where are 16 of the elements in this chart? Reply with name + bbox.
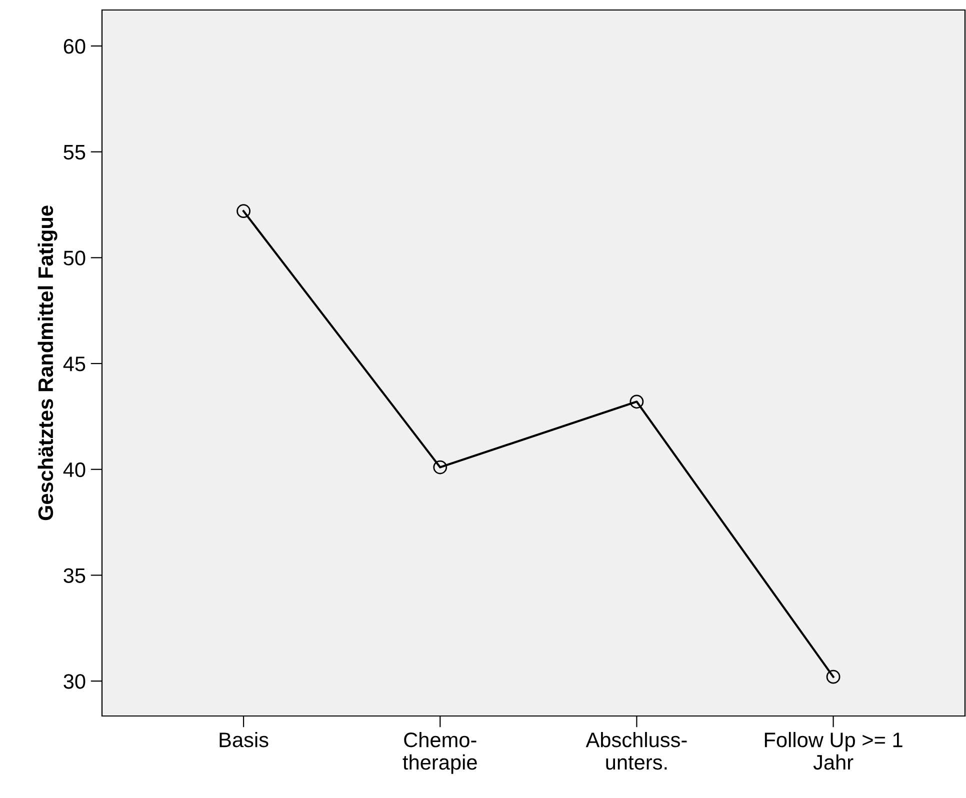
y-tick-label: 45 — [63, 356, 86, 372]
point — [433, 460, 448, 474]
x-tick-label: Abschluss- unters. — [586, 732, 687, 770]
y-tick-label: 55 — [64, 145, 86, 160]
x-tick-label: Follow Up >= 1 Jahr — [764, 732, 902, 770]
y-tick-label: 40 — [63, 462, 86, 478]
x-tick-label: Chemo- therapie — [402, 732, 477, 774]
x-tick-label: Basis — [220, 732, 268, 748]
point — [236, 204, 250, 218]
point — [630, 394, 644, 409]
y-tick-label: 35 — [64, 568, 86, 583]
y-tick-label: 50 — [64, 250, 86, 266]
point — [826, 670, 840, 684]
y-axis-title: Geschätztes Randmittel Fatigue — [38, 206, 58, 520]
y-tick-label: 60 — [64, 38, 86, 54]
y-tick-label: 30 — [64, 674, 86, 689]
